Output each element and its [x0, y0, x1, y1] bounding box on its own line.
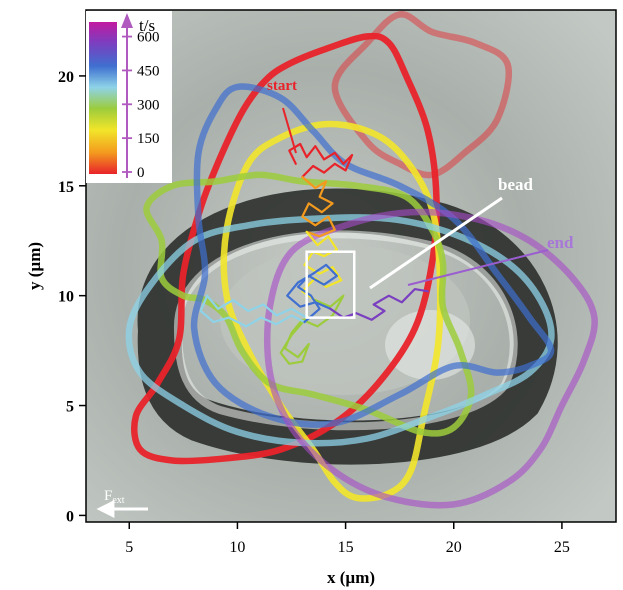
x-tick-label: 10 — [229, 539, 245, 556]
x-axis-label: x (µm) — [327, 568, 375, 587]
trajectory-segment — [279, 294, 345, 365]
y-axis-label: y (µm) — [25, 242, 44, 290]
end-pointer-line — [407, 249, 549, 286]
cell-outline — [125, 214, 555, 447]
y-tick-label: 5 — [66, 399, 74, 416]
colorbar: t/s 0 150 300 450 600 — [86, 11, 172, 183]
force-label-subscript: ext — [112, 495, 124, 506]
trajectory-segment — [286, 263, 338, 324]
colorbar-ticks: 0 150 300 450 600 — [122, 30, 160, 181]
bead-trajectory — [199, 142, 429, 365]
bead-box — [305, 250, 356, 319]
plot-frame — [85, 9, 617, 523]
colorbar-gradient — [89, 22, 117, 174]
y-axis-ticks: 0 5 10 15 20 — [58, 69, 86, 525]
cell-outline — [190, 83, 555, 428]
x-tick-label: 25 — [554, 539, 570, 556]
bead-pointer-line — [369, 196, 503, 290]
plot-area — [86, 10, 616, 522]
force-label: Fext — [104, 488, 125, 506]
cell-outline — [263, 208, 598, 509]
colorbar-arrowhead — [121, 13, 133, 28]
bead-label: bead — [498, 175, 534, 194]
cell-outline — [220, 120, 444, 502]
cell-outlines — [125, 11, 598, 509]
x-tick-label: 5 — [125, 539, 133, 556]
trajectory-segment — [288, 142, 354, 179]
start-pointer-line — [282, 107, 297, 154]
trajectory-segment — [329, 288, 429, 321]
x-axis-ticks: 5 10 15 20 25 — [125, 522, 570, 556]
y-tick-label: 0 — [66, 508, 74, 525]
force-label-main: F — [104, 488, 112, 504]
y-tick-label: 20 — [58, 69, 74, 86]
start-label: start — [267, 78, 297, 94]
colorbar-tick-label: 300 — [137, 97, 160, 113]
trajectory-segment — [199, 294, 308, 328]
x-tick-label: 15 — [338, 539, 354, 556]
x-tick-label: 20 — [446, 539, 462, 556]
colorbar-title: t/s — [139, 16, 155, 35]
colorbar-tick-label: 450 — [137, 63, 160, 79]
colorbar-tick-label: 600 — [137, 30, 160, 46]
end-label: end — [547, 233, 574, 252]
colorbar-tick-label: 0 — [137, 165, 145, 181]
y-tick-label: 15 — [58, 179, 74, 196]
colorbar-tick-label: 150 — [137, 131, 160, 147]
trajectory-segment — [301, 175, 336, 238]
cell-outline — [331, 11, 512, 179]
y-tick-label: 10 — [58, 289, 74, 306]
